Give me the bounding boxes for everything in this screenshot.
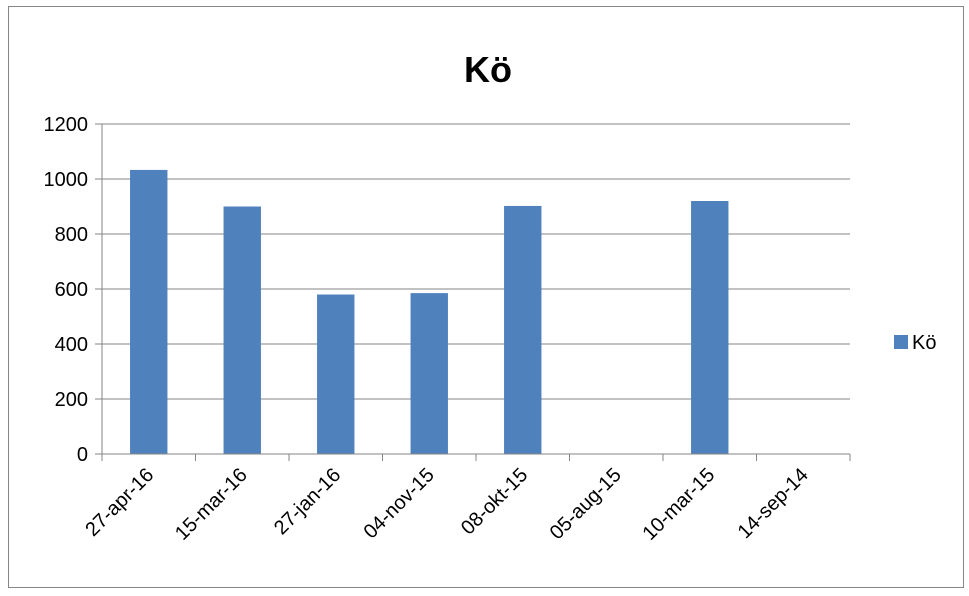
- x-tick-label: 15-mar-16: [171, 464, 252, 545]
- bar: [317, 294, 355, 454]
- x-tick-label: 27-apr-16: [81, 464, 158, 541]
- y-tick-label: 800: [55, 224, 88, 246]
- legend-swatch: [894, 335, 908, 349]
- y-tick-label: 200: [55, 389, 88, 411]
- y-tick-label: 400: [55, 334, 88, 356]
- gridlines: [102, 123, 850, 400]
- axes: [95, 123, 851, 461]
- x-tick-label: 14-sep-14: [734, 464, 813, 543]
- bar: [691, 201, 729, 454]
- x-tick-label: 27-jan-16: [270, 464, 345, 539]
- chart-title: Kö: [464, 49, 512, 90]
- bar: [410, 293, 448, 454]
- x-tick-label: 04-nov-15: [360, 464, 439, 543]
- y-tick-label: 600: [55, 279, 88, 301]
- legend: Kö: [894, 332, 936, 354]
- x-tick-label: 05-aug-15: [546, 464, 626, 544]
- y-tick-label: 1200: [44, 114, 89, 136]
- y-axis-tick-labels: 0 200 400 600 800 1000 1200: [44, 114, 89, 466]
- x-axis-tick-labels: 27-apr-16 15-mar-16 27-jan-16 04-nov-15 08-o…: [81, 464, 812, 545]
- bar: [223, 206, 261, 454]
- bars: [130, 169, 729, 455]
- y-tick-label: 0: [77, 444, 88, 466]
- legend-label: Kö: [912, 332, 936, 354]
- bar: [130, 169, 168, 455]
- y-tick-label: 1000: [44, 169, 89, 191]
- x-tick-label: 10-mar-15: [638, 464, 719, 545]
- x-tick-label: 08-okt-15: [457, 464, 532, 539]
- bar: [504, 205, 542, 454]
